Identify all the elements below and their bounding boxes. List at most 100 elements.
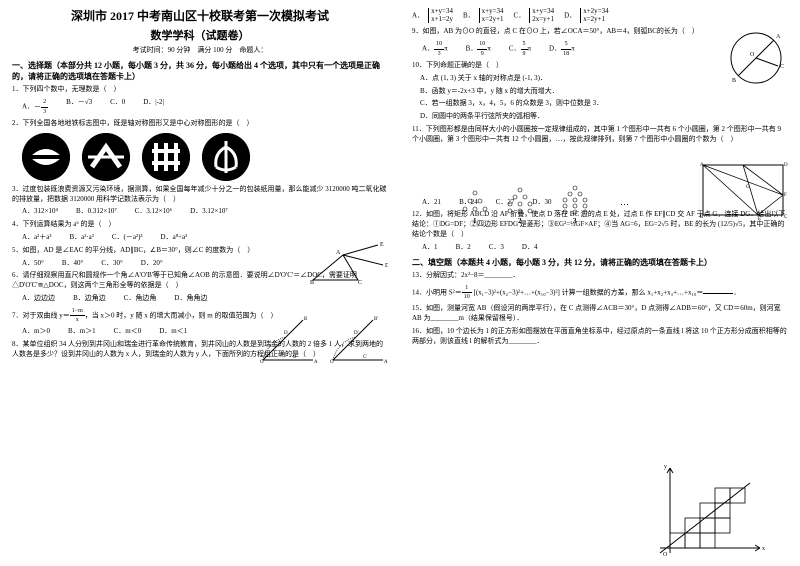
q5-optA: A．50° (22, 259, 44, 269)
q12-options: A．1 B．2 C．3 D．4 (422, 243, 788, 253)
svg-text:B': B' (374, 317, 378, 322)
subject-title: 数学学科（试题卷） (12, 29, 388, 44)
svg-text:A: A (700, 163, 704, 168)
q4-optA: A．a²＋a³ (22, 233, 51, 243)
svg-text:y: y (664, 464, 667, 470)
svg-text:…: … (620, 197, 629, 207)
q1-optA: A．－23 (22, 98, 48, 116)
q11-optA: A．21 (422, 198, 441, 208)
svg-text:A: A (776, 34, 781, 40)
question-1: 1．下列四个数中，无理数是（ ） (12, 85, 388, 95)
figure-q16-grid: Ox y (650, 458, 770, 558)
q7-optA: A．m＞0 (22, 327, 50, 337)
svg-text:E: E (380, 242, 384, 248)
q9-optB: B．109π (466, 40, 491, 58)
q3-optD: D．3.12×10⁷ (190, 207, 228, 217)
svg-text:C': C' (363, 355, 367, 360)
figure-q12-rect: A D B C E F G (698, 160, 788, 220)
q6-options: A．边边边 B．边角边 C．角边角 D．角角边 (22, 294, 388, 304)
question-16: 16．如图，10 个边长为 1 的正方形如图摆放在平面直角坐标系中，经过原点的一… (412, 327, 788, 347)
svg-text:C: C (358, 280, 362, 285)
figure-q5-triangle: B C A E D (308, 240, 388, 285)
q5-optB: B．40° (62, 259, 83, 269)
svg-text:E: E (758, 217, 761, 220)
svg-text:x: x (762, 546, 765, 552)
q10-optC: C．若一组数据 3，x，4，5，6 的众数是 3，则中位数是 3． (420, 99, 788, 109)
svg-text:A: A (314, 360, 318, 365)
q1-optD: D．|-2| (143, 98, 164, 116)
q4-optC: C．(－a²)³ (112, 233, 143, 243)
q3-optB: B．0.312×10⁷ (76, 207, 117, 217)
q3-options: A．312×10⁴ B．0.312×10⁷ C．3.12×10⁶ D．3.12×… (22, 207, 388, 217)
q8-systems: A．x+y=34x+1=2y B．x+y=34x=2y+1 C．x+y=342x… (412, 8, 788, 23)
q6-optB: B．边角边 (73, 294, 106, 304)
logo-a-icon (22, 133, 70, 181)
svg-text:B: B (732, 78, 736, 84)
q10-optB: B．函数 y＝-2x+3 中，y 随 x 的增大而增大． (420, 87, 788, 97)
question-14: 14．小明用 S²＝110 [(x₁−3)²+(x₂−3)²+…+(x₁₀−3)… (412, 284, 788, 302)
svg-text:C: C (784, 215, 788, 220)
q12-optB: B．2 (456, 243, 471, 253)
question-2: 2．下列全国各地地铁标志图中，既是轴对称图形又是中心对称图形的是（ ） (12, 119, 388, 129)
svg-text:1: 1 (473, 217, 477, 225)
question-3: 3．过度包装既浪费资源又污染环境，据测算，如果全国每年减少十分之一的包装纸用量，… (12, 185, 388, 205)
svg-text:F: F (784, 193, 787, 198)
svg-text:3: 3 (573, 217, 577, 225)
q8-sysC: C．x+y=342x=y+1 (514, 8, 559, 23)
svg-text:B: B (304, 317, 308, 322)
logo-c-icon (142, 133, 190, 181)
q1-optB: B．－√3 (66, 98, 92, 116)
svg-text:2: 2 (518, 217, 522, 225)
section2-heading: 二、填空题（本题共 4 小题，每小题 3 分，共 12 分，请将正确的选项填在答… (412, 257, 788, 268)
svg-text:O: O (750, 52, 755, 58)
logo-options (22, 133, 388, 181)
q9-optD: D．518π (549, 40, 575, 58)
question-15: 15．如图，测量河宽 AB（假设河的两岸平行），在 C 点测得∠ACB＝30°，… (412, 304, 788, 324)
svg-text:C: C (780, 64, 784, 70)
q1-optC: C．0 (110, 98, 125, 116)
figure-q6-angle: OA BCD O'A' B'C'D' (258, 310, 388, 365)
svg-text:D: D (284, 331, 288, 336)
exam-info: 考试时间：90 分钟 满分 100 分 命题人： (12, 46, 388, 56)
svg-text:D': D' (354, 331, 359, 336)
logo-d-icon (202, 133, 250, 181)
svg-text:O': O' (330, 360, 335, 365)
svg-text:D: D (385, 263, 388, 269)
svg-text:O: O (260, 360, 264, 365)
exam-title: 深圳市 2017 中考南山区十校联考第一次模拟考试 (12, 8, 388, 25)
q3-optC: C．3.12×10⁶ (135, 207, 172, 217)
svg-text:G: G (746, 185, 750, 190)
svg-text:A: A (336, 250, 341, 256)
q6-optD: D．角角边 (174, 294, 207, 304)
svg-text:B: B (310, 280, 314, 285)
svg-text:D: D (784, 163, 788, 168)
q5-optD: D．20° (141, 259, 163, 269)
section1-heading: 一、选择题（本部分共 12 小题，每小题 3 分，共 36 分，每小题给出 4 … (12, 60, 388, 82)
logo-b-icon (82, 133, 130, 181)
question-11: 11．下列图形都是由同样大小的小圆圈按一定规律组成的，其中第 1 个图形中一共有… (412, 125, 788, 145)
q9-optC: C．59π (509, 40, 531, 58)
q6-optC: C．角边角 (124, 294, 157, 304)
q8-sysB: B．x+y=34x=2y+1 (463, 8, 508, 23)
q12-optC: C．3 (489, 243, 504, 253)
q1-options: A．－23 B．－√3 C．0 D．|-2| (22, 98, 388, 116)
q5-optC: C．30° (101, 259, 122, 269)
svg-text:C: C (293, 355, 297, 360)
q8-sysD: D．x+2y=34x=2y+1 (564, 8, 612, 23)
q8-sysA: A．x+y=34x+1=2y (412, 8, 457, 23)
q9-optA: A．103π (422, 40, 448, 58)
q7-optB: B．m＞1 (68, 327, 96, 337)
svg-text:O: O (663, 552, 668, 558)
q10-optD: D．同圆中的两条平行弦所夹的弧相等． (420, 112, 788, 122)
q7-optD: D．m＜1 (159, 327, 187, 337)
left-column: 深圳市 2017 中考南山区十校联考第一次模拟考试 数学学科（试题卷） 考试时间… (0, 0, 400, 566)
question-4: 4．下列运算结果为 a⁶ 的是（ ） (12, 220, 388, 230)
right-column: A．x+y=34x+1=2y B．x+y=34x=2y+1 C．x+y=342x… (400, 0, 800, 566)
q4-optB: B．a²·a³ (69, 233, 93, 243)
q3-optA: A．312×10⁴ (22, 207, 58, 217)
q12-optA: A．1 (422, 243, 438, 253)
svg-text:B: B (700, 215, 704, 220)
figure-q11-dots: 1 2 3 … (460, 185, 660, 230)
q12-optD: D．4 (522, 243, 538, 253)
q7-optC: C．m＜0 (114, 327, 142, 337)
